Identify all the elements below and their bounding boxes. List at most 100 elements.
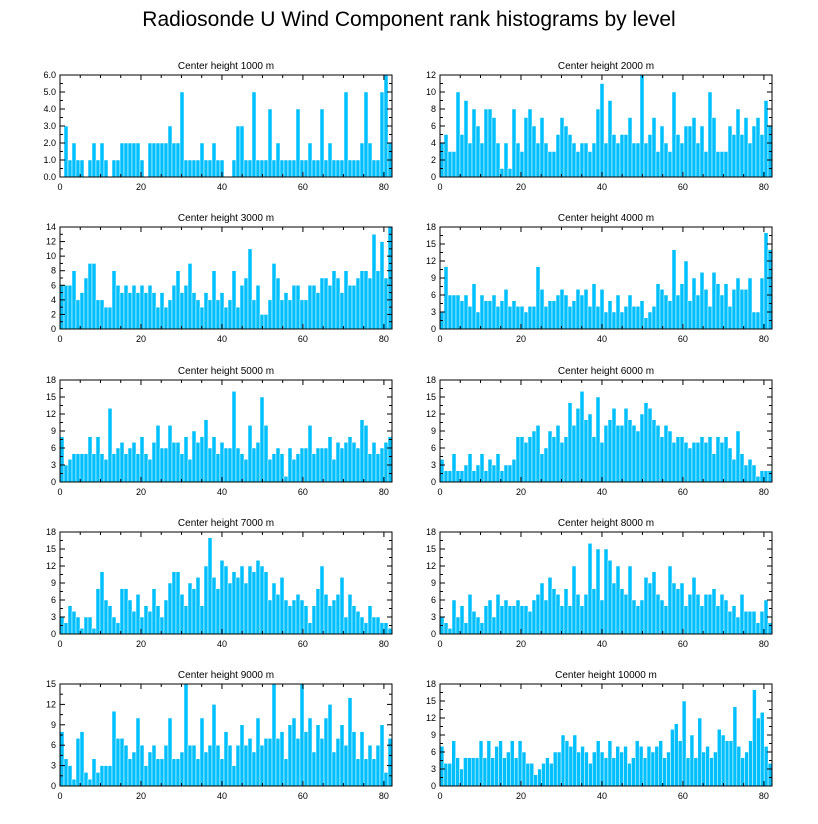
histogram-bar: [115, 159, 121, 178]
histogram-bar: [271, 683, 277, 787]
histogram-bar: [259, 744, 265, 787]
histogram-bar: [215, 453, 221, 483]
histogram-bar: [494, 746, 499, 787]
histogram-bar: [207, 537, 213, 635]
histogram-bar: [231, 391, 237, 483]
y-tick-label: 4: [431, 138, 436, 148]
histogram-bar: [63, 758, 69, 787]
x-tick-label: 0: [437, 182, 442, 192]
histogram-bar: [763, 470, 769, 483]
histogram-bar: [127, 758, 133, 787]
histogram-bar: [63, 285, 69, 330]
histogram-bar: [647, 582, 653, 635]
histogram-bar: [363, 622, 369, 635]
y-tick-label: 12: [426, 561, 436, 571]
histogram-bar: [603, 311, 609, 330]
histogram-bar: [555, 594, 561, 635]
histogram-bar: [727, 447, 733, 483]
histogram-bar: [667, 300, 673, 330]
histogram-bar: [584, 751, 589, 787]
histogram-bar: [139, 285, 145, 330]
histogram-bar: [719, 151, 725, 178]
histogram-bar: [667, 151, 673, 178]
histogram-bar: [559, 117, 565, 178]
histogram-bar: [667, 430, 673, 483]
histogram-bar: [479, 294, 485, 330]
histogram-bar: [183, 683, 189, 787]
histogram-bar: [663, 605, 669, 635]
histogram-bar: [135, 594, 141, 635]
histogram-bar: [159, 758, 165, 787]
histogram-bar: [155, 605, 161, 635]
x-tick-label: 20: [516, 791, 526, 801]
histogram-bar: [587, 543, 593, 635]
y-tick-label: 6: [431, 443, 436, 453]
y-tick-label: 15: [46, 392, 56, 402]
y-tick-label: 9: [431, 426, 436, 436]
histogram-bar: [674, 723, 679, 787]
x-tick-label: 20: [516, 487, 526, 497]
histogram-bar: [713, 751, 718, 787]
y-tick-label: 1.0: [43, 155, 56, 165]
histogram-bar: [619, 134, 625, 178]
histogram-bar: [191, 430, 197, 483]
y-tick-label: 6: [51, 740, 56, 750]
histogram-bar: [595, 740, 601, 787]
histogram-bar: [719, 594, 725, 635]
histogram-bar: [307, 717, 313, 787]
histogram-bar: [687, 300, 693, 330]
histogram-bar: [487, 599, 493, 635]
histogram-bar: [482, 757, 488, 787]
histogram-bar: [83, 277, 89, 330]
histogram-bar: [371, 442, 377, 483]
histogram-bar: [711, 117, 717, 178]
histogram-bar: [539, 117, 545, 178]
histogram-bar: [363, 758, 369, 787]
panel-title: Center height 1000 m: [178, 61, 274, 72]
histogram-bar: [319, 565, 325, 635]
histogram-bar: [63, 464, 69, 483]
y-tick-label: 10: [426, 87, 436, 97]
histogram-bar: [371, 758, 377, 787]
histogram-bar: [455, 470, 461, 483]
histogram-bar: [679, 436, 685, 483]
histogram-bar: [175, 142, 181, 178]
histogram-bar: [731, 134, 737, 178]
histogram-bar: [736, 746, 742, 787]
panel-title: Center height 5000 m: [178, 366, 274, 377]
histogram-bar: [311, 453, 317, 483]
x-tick-label: 40: [597, 487, 607, 497]
main-title: Radiosonde U Wind Component rank histogr…: [142, 8, 676, 31]
histogram-bar: [83, 616, 89, 635]
histogram-bar: [135, 142, 141, 178]
histogram-bar: [755, 476, 761, 483]
histogram-bar: [355, 611, 361, 635]
y-tick-label: 0: [431, 172, 436, 182]
histogram-bar: [563, 294, 569, 330]
histogram-bar: [483, 470, 489, 483]
histogram-bar: [695, 594, 701, 635]
histogram-bar: [687, 125, 693, 178]
histogram-bar: [111, 453, 117, 483]
y-tick-label: 6: [51, 443, 56, 453]
histogram-bar: [740, 757, 745, 787]
histogram-bar: [191, 159, 197, 178]
histogram-bar: [503, 289, 509, 330]
histogram-bar: [311, 605, 317, 635]
histogram-bar: [611, 757, 617, 787]
histogram-bar: [563, 436, 569, 483]
histogram-bar: [179, 453, 185, 483]
histogram-bar: [607, 740, 613, 787]
histogram-bar: [663, 425, 669, 483]
y-tick-label: 18: [46, 527, 56, 537]
histogram-bar: [371, 616, 377, 635]
histogram-bar: [483, 300, 489, 330]
histogram-bar: [623, 134, 629, 178]
y-tick-label: 15: [46, 544, 56, 554]
histogram-bar: [227, 582, 233, 635]
histogram-bar: [471, 108, 477, 178]
histogram-bar: [167, 125, 173, 178]
histogram-bar: [491, 294, 497, 330]
histogram-bar: [167, 299, 173, 330]
histogram-bar: [451, 294, 457, 330]
